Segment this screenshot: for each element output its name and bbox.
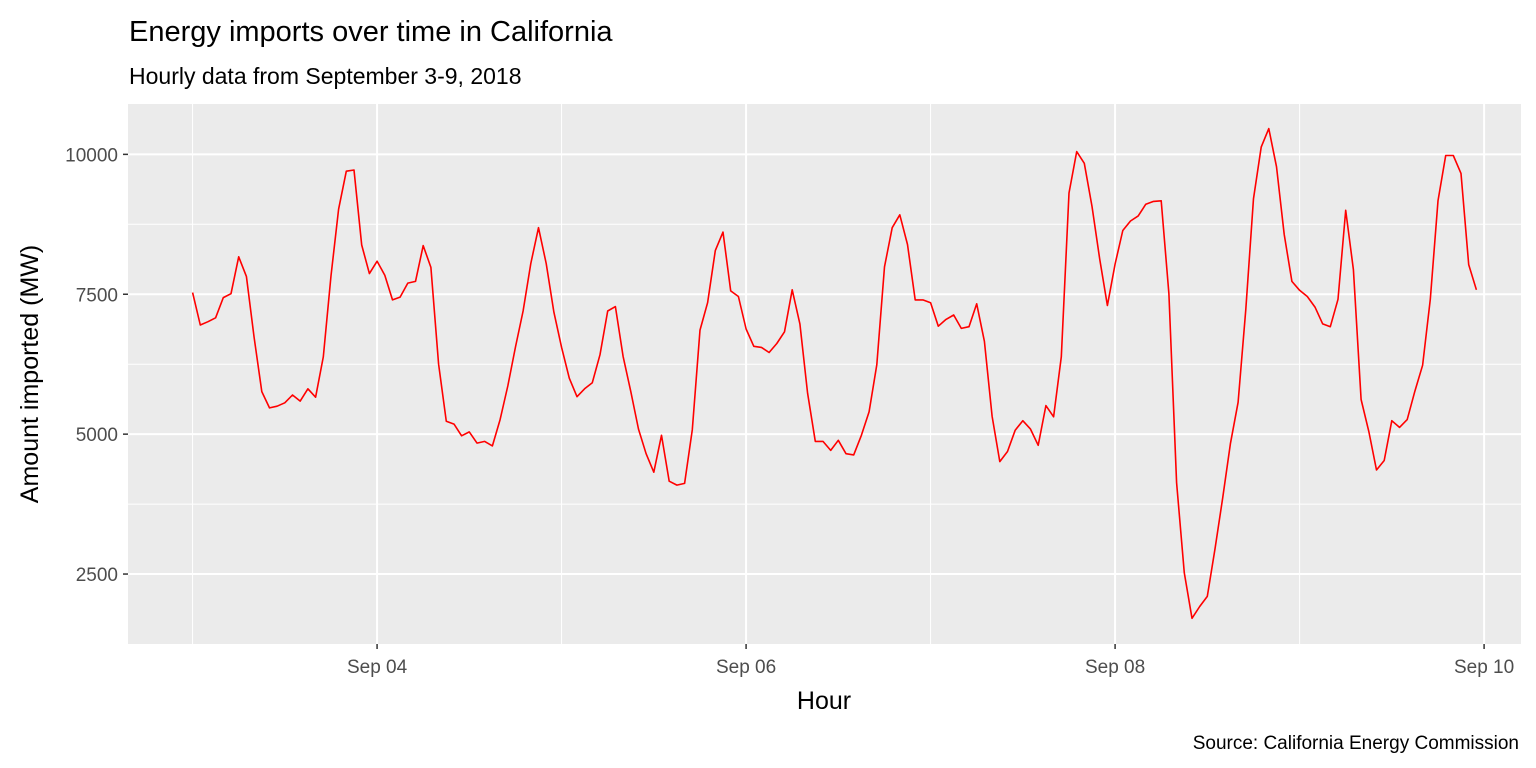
x-tick-label: Sep 04 (347, 657, 408, 678)
x-tick-label: Sep 10 (1454, 657, 1514, 678)
y-tick-label: 10000 (65, 145, 118, 166)
y-axis: 2500 5000 7500 10000 (65, 145, 128, 586)
major-gridlines (128, 104, 1521, 644)
series-line-imports (191, 127, 1478, 620)
x-axis-label: Hour (797, 687, 851, 715)
y-tick-label: 2500 (76, 565, 118, 586)
chart-title: Energy imports over time in California (129, 16, 613, 48)
x-axis: Sep 04 Sep 06 Sep 08 Sep 10 (347, 644, 1514, 678)
y-tick-label: 5000 (76, 425, 118, 446)
x-tick-label: Sep 06 (716, 657, 776, 678)
y-tick-label: 7500 (76, 285, 118, 306)
y-axis-label: Amount imported (MW) (16, 245, 44, 503)
x-tick-label: Sep 08 (1085, 657, 1145, 678)
chart-caption: Source: California Energy Commission (1193, 733, 1519, 754)
series-layer (191, 127, 1478, 620)
plot-panel (128, 104, 1521, 644)
chart-subtitle: Hourly data from September 3-9, 2018 (129, 63, 521, 89)
